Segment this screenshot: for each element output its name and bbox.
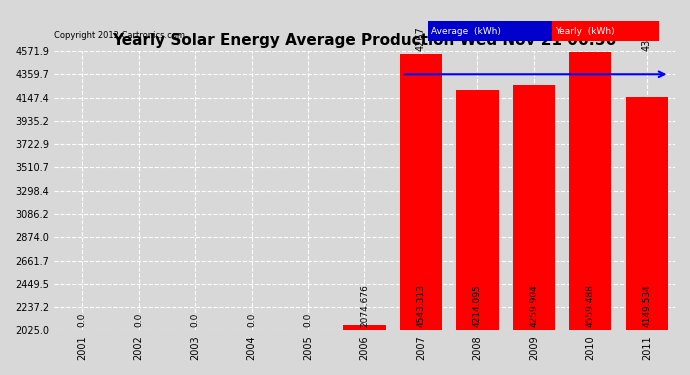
Text: 0.0: 0.0 [134,313,143,327]
Bar [344,325,386,330]
Text: 4559.488: 4559.488 [586,284,595,327]
Bar [456,90,499,330]
Text: 0.0: 0.0 [247,313,256,327]
Text: 4543.313: 4543.313 [417,284,426,327]
Text: 4267: 4267 [416,26,426,51]
Text: 0.0: 0.0 [304,313,313,327]
Text: 4214.095: 4214.095 [473,284,482,327]
Text: 0.0: 0.0 [78,313,87,327]
Text: 2074.676: 2074.676 [360,284,369,327]
Text: 0.0: 0.0 [190,313,199,327]
Bar [569,53,611,330]
Text: Yearly  (kWh): Yearly (kWh) [555,27,615,36]
Text: Average  (kWh): Average (kWh) [431,27,501,36]
Text: 434: 434 [642,33,652,51]
Text: 4259.904: 4259.904 [529,284,538,327]
Bar [626,98,668,330]
Text: 4149.534: 4149.534 [642,284,651,327]
Bar [400,54,442,330]
Bar [513,85,555,330]
Text: Copyright 2012 Cartronics.com: Copyright 2012 Cartronics.com [54,31,185,40]
Title: Yearly Solar Energy Average Production Wed Nov 21 06:56: Yearly Solar Energy Average Production W… [112,33,617,48]
